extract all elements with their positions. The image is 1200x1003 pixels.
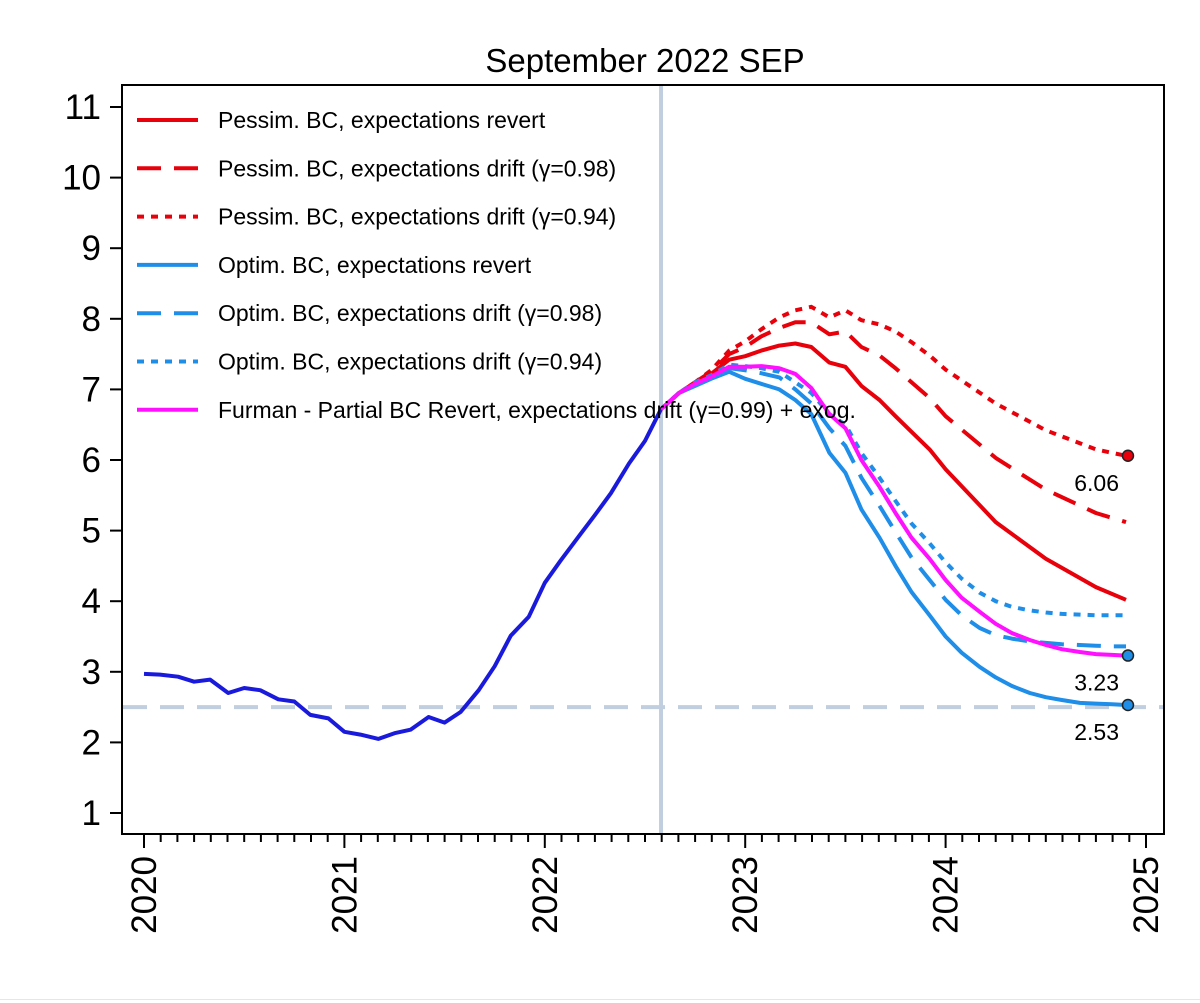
endpoint-value-label: 2.53 bbox=[1074, 719, 1119, 745]
y-tick-label: 9 bbox=[82, 229, 101, 268]
x-tick-label: 2020 bbox=[125, 856, 164, 934]
legend-label: Pessim. BC, expectations revert bbox=[218, 107, 546, 133]
endpoint-marker bbox=[1121, 649, 1135, 662]
history-series-line bbox=[143, 408, 663, 741]
x-axis: 2020 2021 2022 2023 2024 2025 bbox=[125, 834, 1166, 934]
series-layer bbox=[143, 304, 1127, 741]
legend-label: Pessim. BC, expectations drift (γ=0.98) bbox=[218, 155, 616, 181]
y-tick-label: 7 bbox=[82, 370, 101, 409]
x-tick-label: 2024 bbox=[927, 856, 966, 934]
series-line-6 bbox=[659, 362, 1126, 618]
y-tick-label: 10 bbox=[62, 159, 101, 198]
endpoint-value-label: 6.06 bbox=[1074, 470, 1119, 496]
y-tick-label: 11 bbox=[65, 88, 101, 127]
y-tick-label: 4 bbox=[82, 582, 101, 621]
y-tick-label: 8 bbox=[82, 300, 101, 339]
endpoint-marker bbox=[1121, 449, 1135, 463]
series-line-1 bbox=[659, 341, 1127, 602]
legend-label: Optim. BC, expectations drift (γ=0.98) bbox=[218, 300, 602, 326]
x-tick-label: 2023 bbox=[726, 856, 765, 934]
endpoint-value-label: 3.23 bbox=[1074, 670, 1119, 696]
reference-lines bbox=[123, 86, 1163, 833]
legend-label: Optim. BC, expectations revert bbox=[218, 252, 532, 278]
legend: Pessim. BC, expectations revert Pessim. B… bbox=[137, 107, 856, 423]
legend-label: Pessim. BC, expectations drift (γ=0.94) bbox=[218, 204, 616, 230]
bottom-divider bbox=[0, 999, 1200, 1000]
x-tick-label: 2021 bbox=[325, 856, 364, 934]
x-tick-label: 2022 bbox=[526, 856, 565, 934]
endpoint-markers: 6.06 3.23 2.53 bbox=[1074, 449, 1135, 745]
legend-label: Furman - Partial BC Revert, expectations… bbox=[218, 397, 856, 423]
series-line-4 bbox=[659, 369, 1127, 707]
series-line-3 bbox=[659, 304, 1127, 458]
chart-title: September 2022 SEP bbox=[485, 42, 804, 79]
y-axis: 1 2 3 4 5 6 7 8 9 10 11 bbox=[62, 88, 122, 833]
series-line-7 bbox=[659, 364, 1127, 658]
series-line-5 bbox=[659, 366, 1126, 649]
endpoint-marker bbox=[1121, 698, 1135, 712]
y-tick-label: 6 bbox=[82, 441, 101, 480]
legend-label: Optim. BC, expectations drift (γ=0.94) bbox=[218, 349, 602, 375]
y-tick-label: 2 bbox=[82, 723, 101, 762]
y-tick-label: 5 bbox=[82, 512, 101, 551]
plot-area-frame bbox=[121, 84, 1165, 835]
y-tick-label: 1 bbox=[82, 794, 101, 833]
y-tick-label: 3 bbox=[82, 653, 101, 692]
x-tick-label: 2025 bbox=[1127, 856, 1166, 934]
